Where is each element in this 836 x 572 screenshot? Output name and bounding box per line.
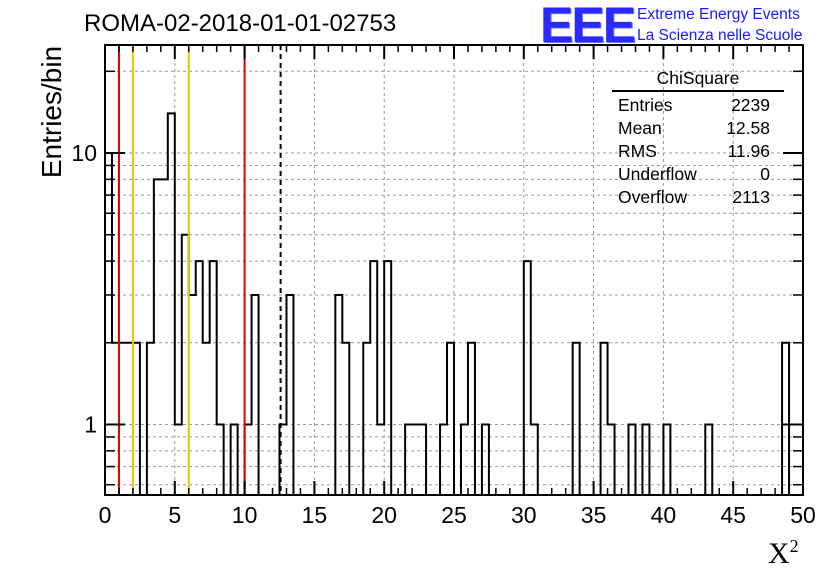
histogram-bin — [468, 343, 475, 495]
histogram-bin — [203, 343, 210, 495]
x-tick-label: 50 — [790, 502, 816, 528]
histogram-bin — [245, 425, 252, 495]
x-tick-label: 15 — [302, 502, 328, 528]
histogram-bin — [629, 425, 636, 495]
histogram-bin — [342, 343, 349, 495]
reference-lines — [117, 45, 282, 495]
stats-row-mean: Mean 12.58 — [612, 117, 778, 140]
histogram-bin — [154, 179, 161, 495]
x-tick-label: 10 — [232, 502, 258, 528]
histogram-bin — [363, 343, 370, 495]
histogram-bin — [231, 425, 238, 495]
histogram-bin — [642, 425, 649, 495]
histogram-bin — [189, 295, 196, 495]
histogram-bin — [105, 153, 112, 495]
histogram-bin — [705, 425, 712, 495]
histogram-bin — [573, 343, 580, 495]
logo-line-1: Extreme Energy Events — [637, 6, 800, 23]
stats-label: Overflow — [618, 187, 688, 207]
histogram-bin — [531, 425, 538, 495]
stats-label: RMS — [618, 141, 657, 161]
stats-label: Mean — [618, 118, 662, 138]
histogram-bin — [524, 261, 531, 495]
histogram-bin — [286, 295, 293, 495]
stats-row-overflow: Overflow 2113 — [612, 186, 778, 209]
histogram-bin — [405, 425, 412, 495]
histogram-bin — [210, 261, 217, 495]
histogram-bin — [419, 425, 426, 495]
histogram-bin — [119, 343, 126, 495]
histogram-bin — [112, 343, 119, 495]
histogram-bin — [147, 343, 154, 495]
histogram-bin — [384, 261, 391, 495]
histogram-bin — [461, 425, 468, 495]
stats-value: 11.96 — [727, 141, 771, 161]
logo-line-2: La Scienza nelle Scuole — [637, 27, 803, 44]
x-tick-label: 20 — [371, 502, 397, 528]
histogram-bin — [252, 295, 259, 495]
x-tick-label: 0 — [99, 502, 112, 528]
x-tick-label: 30 — [511, 502, 537, 528]
histogram-bin — [196, 261, 203, 495]
x-tick-label: 25 — [441, 502, 467, 528]
x-tick-label: 45 — [720, 502, 746, 528]
histogram-bin — [182, 235, 189, 495]
histogram-bin — [133, 343, 140, 495]
histogram-bin — [168, 113, 175, 495]
histogram-bin — [447, 343, 454, 495]
stats-row-entries: Entries 2239 — [612, 94, 778, 117]
stats-title: ChiSquare — [612, 68, 784, 92]
x-tick-label: 40 — [651, 502, 677, 528]
histogram-bin — [601, 343, 608, 495]
chart-title: ROMA-02-2018-01-01-02753 — [84, 10, 397, 37]
histogram-bin — [217, 425, 224, 495]
stats-value: 12.58 — [726, 118, 770, 138]
histogram-bin — [335, 295, 342, 495]
histogram-bin — [126, 343, 133, 495]
y-axis-label: Entries/bin — [36, 45, 67, 179]
logo-caption: Extreme Energy Events La Scienza nelle S… — [637, 4, 802, 46]
stats-box: ChiSquare Entries 2239 Mean 12.58 RMS 11.96… — [612, 68, 784, 209]
y-tick-label: 10 — [71, 140, 97, 166]
histogram-bin — [608, 425, 615, 495]
histogram-bin — [782, 343, 789, 495]
stats-value: 2113 — [732, 187, 770, 207]
stats-value: 2239 — [731, 95, 770, 115]
eee-logo: EEE — [540, 0, 636, 53]
histogram-bin — [370, 261, 377, 495]
stats-row-underflow: Underflow 0 — [612, 163, 778, 186]
x-axis-label-base: X — [768, 537, 790, 570]
stats-label: Entries — [618, 95, 673, 115]
stats-value: 0 — [760, 164, 770, 184]
histogram-bin — [175, 425, 182, 495]
histogram-bin — [161, 179, 168, 495]
histogram-bin — [377, 425, 384, 495]
histogram-bin — [440, 425, 447, 495]
x-axis-label-sup: 2 — [789, 536, 799, 556]
axis-ticks: 0 5 10 15 20 25 30 35 40 45 50 1 10 — [71, 45, 816, 528]
histogram-bin — [412, 425, 419, 495]
stats-row-rms: RMS 11.96 — [612, 140, 778, 163]
histogram-bin — [663, 425, 670, 495]
x-tick-label: 35 — [581, 502, 607, 528]
x-tick-label: 5 — [168, 502, 181, 528]
y-tick-label: 1 — [84, 412, 97, 438]
stats-label: Underflow — [618, 164, 697, 184]
x-axis-label: X2 — [768, 536, 799, 571]
histogram-bin — [482, 425, 489, 495]
